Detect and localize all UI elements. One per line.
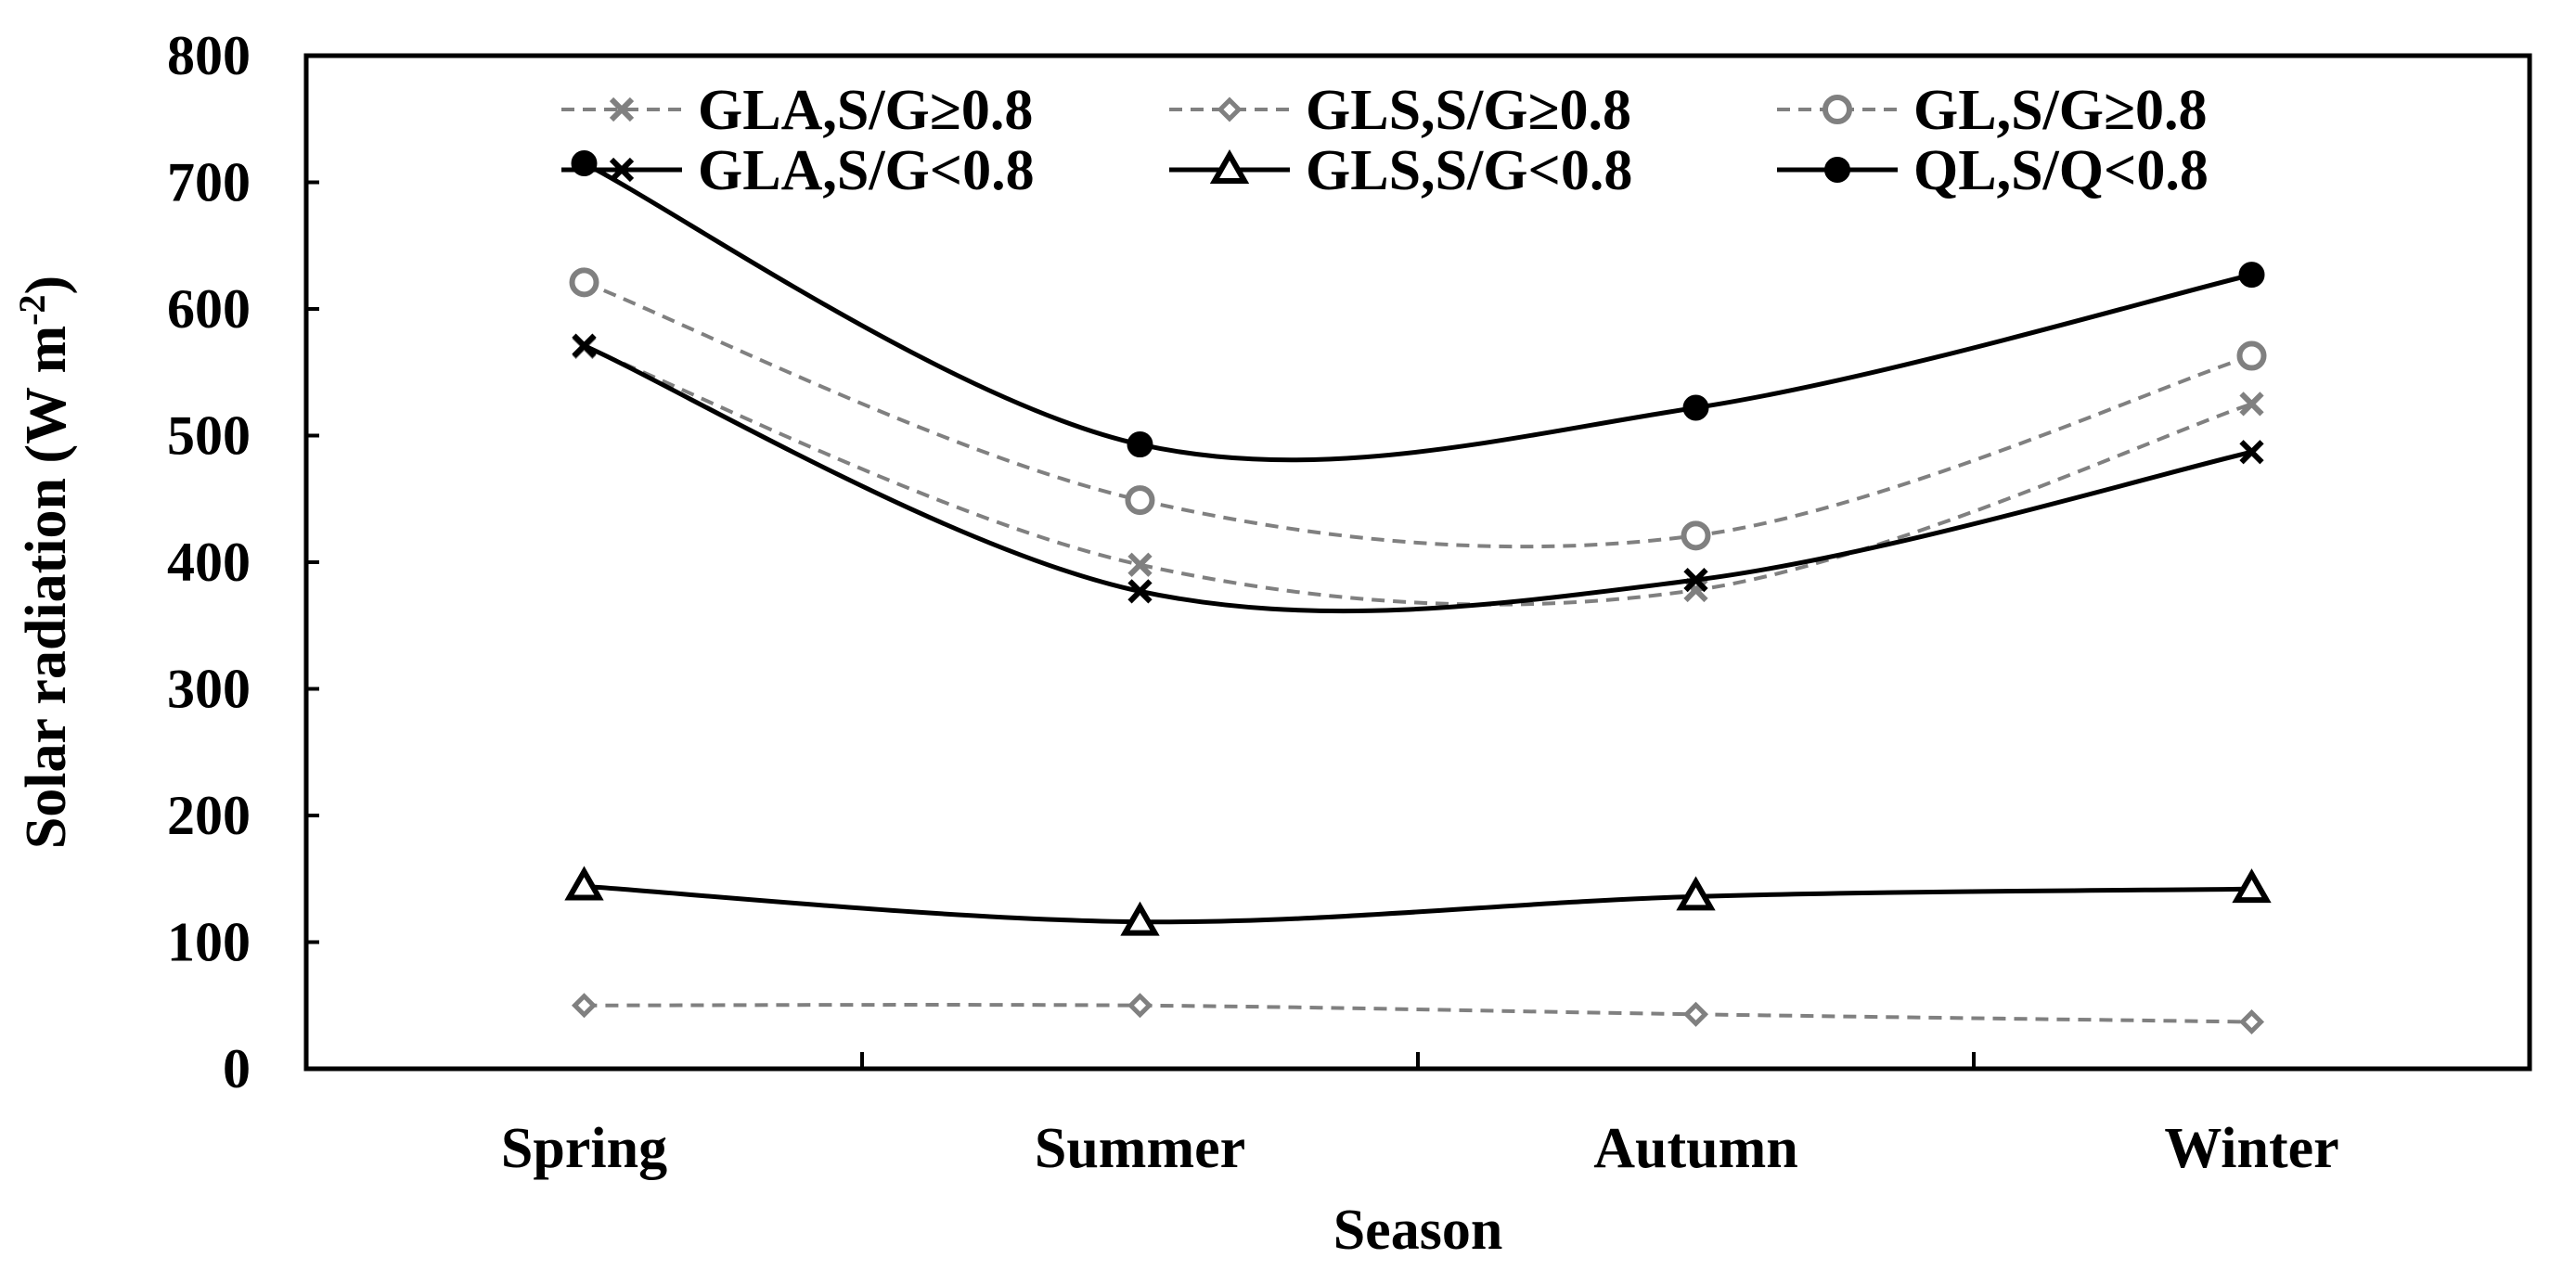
legend-swatch-marker: [609, 96, 635, 122]
plot-frame: [303, 53, 2532, 1072]
legend-swatch-marker: [1217, 96, 1243, 122]
legend-label: GLS,S/G≥0.8: [1306, 79, 1631, 142]
series-line: [583, 343, 2253, 614]
legend-entry: QL,S/Q<0.8: [1777, 139, 2209, 202]
data-point: [2236, 340, 2267, 371]
legend-label: GLS,S/G<0.8: [1306, 139, 1632, 202]
y-tick-label: 800: [167, 25, 251, 86]
y-tick-label: 400: [167, 532, 251, 593]
series-line: [583, 160, 2253, 463]
data-point: [2239, 392, 2264, 417]
data-point: [564, 866, 604, 901]
legend-entry: GLA,S/G<0.8: [561, 139, 1035, 202]
x-tick-label: Winter: [2164, 1117, 2338, 1180]
series-layer: [564, 150, 2272, 1035]
legend-label: GL,S/G≥0.8: [1913, 79, 2208, 142]
series-line: [584, 1003, 2252, 1024]
series-line: [583, 280, 2253, 549]
legend-label: GLA,S/G<0.8: [698, 139, 1035, 202]
legend-entry: GLS,S/G<0.8: [1169, 139, 1632, 202]
x-tick-label: Spring: [501, 1117, 667, 1180]
data-point: [1676, 876, 1716, 911]
data-point: [2238, 262, 2265, 289]
data-point: [1682, 1001, 1709, 1027]
data-point: [571, 993, 598, 1019]
data-point: [2232, 868, 2272, 904]
data-point: [1682, 394, 1709, 421]
y-tick-label: 100: [167, 912, 251, 973]
x-axis: Spring Summer Autumn Winter: [501, 1052, 2339, 1180]
x-tick-label: Summer: [1035, 1117, 1245, 1180]
series-4: [572, 333, 2264, 614]
y-tick-label: 300: [167, 659, 251, 720]
legend-swatch-marker: [1824, 157, 1850, 183]
legend: GLA,S/G≥0.8 GLS,S/G≥0.8 GL,S/G≥0.8 GLA,S/G<…: [561, 79, 2209, 202]
x-tick-label: Autumn: [1593, 1117, 1798, 1180]
y-tick-label: 700: [167, 152, 251, 213]
data-point: [2239, 440, 2264, 465]
series-2: [571, 993, 2265, 1035]
y-tick-label: 200: [167, 785, 251, 846]
legend-swatch-marker: [609, 157, 635, 183]
legend-label: GLA,S/G≥0.8: [698, 79, 1033, 142]
data-point: [1127, 993, 1153, 1019]
y-tick-label: 600: [167, 278, 251, 340]
legend-entry: GLS,S/G≥0.8: [1169, 79, 1631, 142]
y-tick-label: 500: [167, 405, 251, 467]
legend-entry: GL,S/G≥0.8: [1777, 79, 2208, 142]
y-axis: 0 100 200 300 400 500 600 700 800: [167, 25, 319, 1099]
data-point: [1127, 431, 1153, 458]
data-point: [1683, 567, 1708, 593]
y-axis-title-main: Solar radiation (W m: [15, 326, 78, 849]
y-axis-title: Solar radiation (W m-2): [11, 276, 79, 849]
data-point: [1681, 520, 1711, 551]
y-axis-title-close: ): [15, 276, 78, 295]
data-point: [2238, 1008, 2265, 1035]
data-point: [572, 333, 597, 358]
series-3: [569, 267, 2267, 551]
y-axis-title-sup: -2: [11, 294, 53, 325]
legend-swatch-marker: [1823, 95, 1852, 124]
series-line: [584, 883, 2252, 925]
data-point: [569, 267, 599, 298]
data-point: [1120, 901, 1160, 936]
data-point: [1125, 485, 1155, 516]
x-axis-title: Season: [1333, 1199, 1503, 1262]
data-point: [1127, 579, 1153, 604]
legend-entry: GLA,S/G≥0.8: [561, 79, 1033, 142]
y-tick-label: 0: [223, 1038, 251, 1099]
data-point: [1127, 552, 1153, 577]
series-line: [583, 345, 2253, 607]
legend-label: QL,S/Q<0.8: [1913, 139, 2209, 202]
series-6: [571, 150, 2265, 463]
legend-swatch-marker: [1209, 148, 1250, 184]
series-5: [564, 866, 2272, 936]
